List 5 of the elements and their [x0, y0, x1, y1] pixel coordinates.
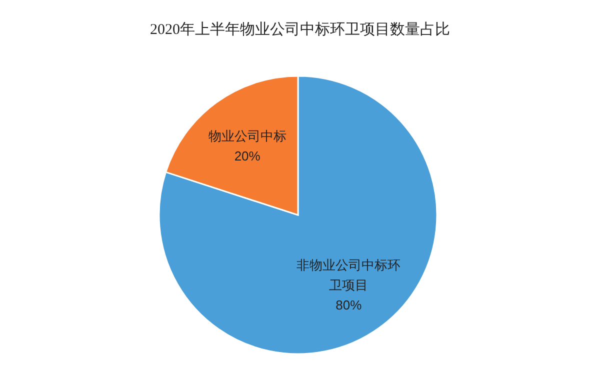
data-label: 20%	[234, 148, 261, 164]
data-label: 80%	[336, 298, 362, 313]
slice-label: 物业公司中标	[208, 128, 286, 144]
slice-label: 非物业公司中标环卫项目	[296, 258, 401, 293]
chart-title: 2020年上半年物业公司中标环卫项目数量占比	[150, 21, 450, 38]
